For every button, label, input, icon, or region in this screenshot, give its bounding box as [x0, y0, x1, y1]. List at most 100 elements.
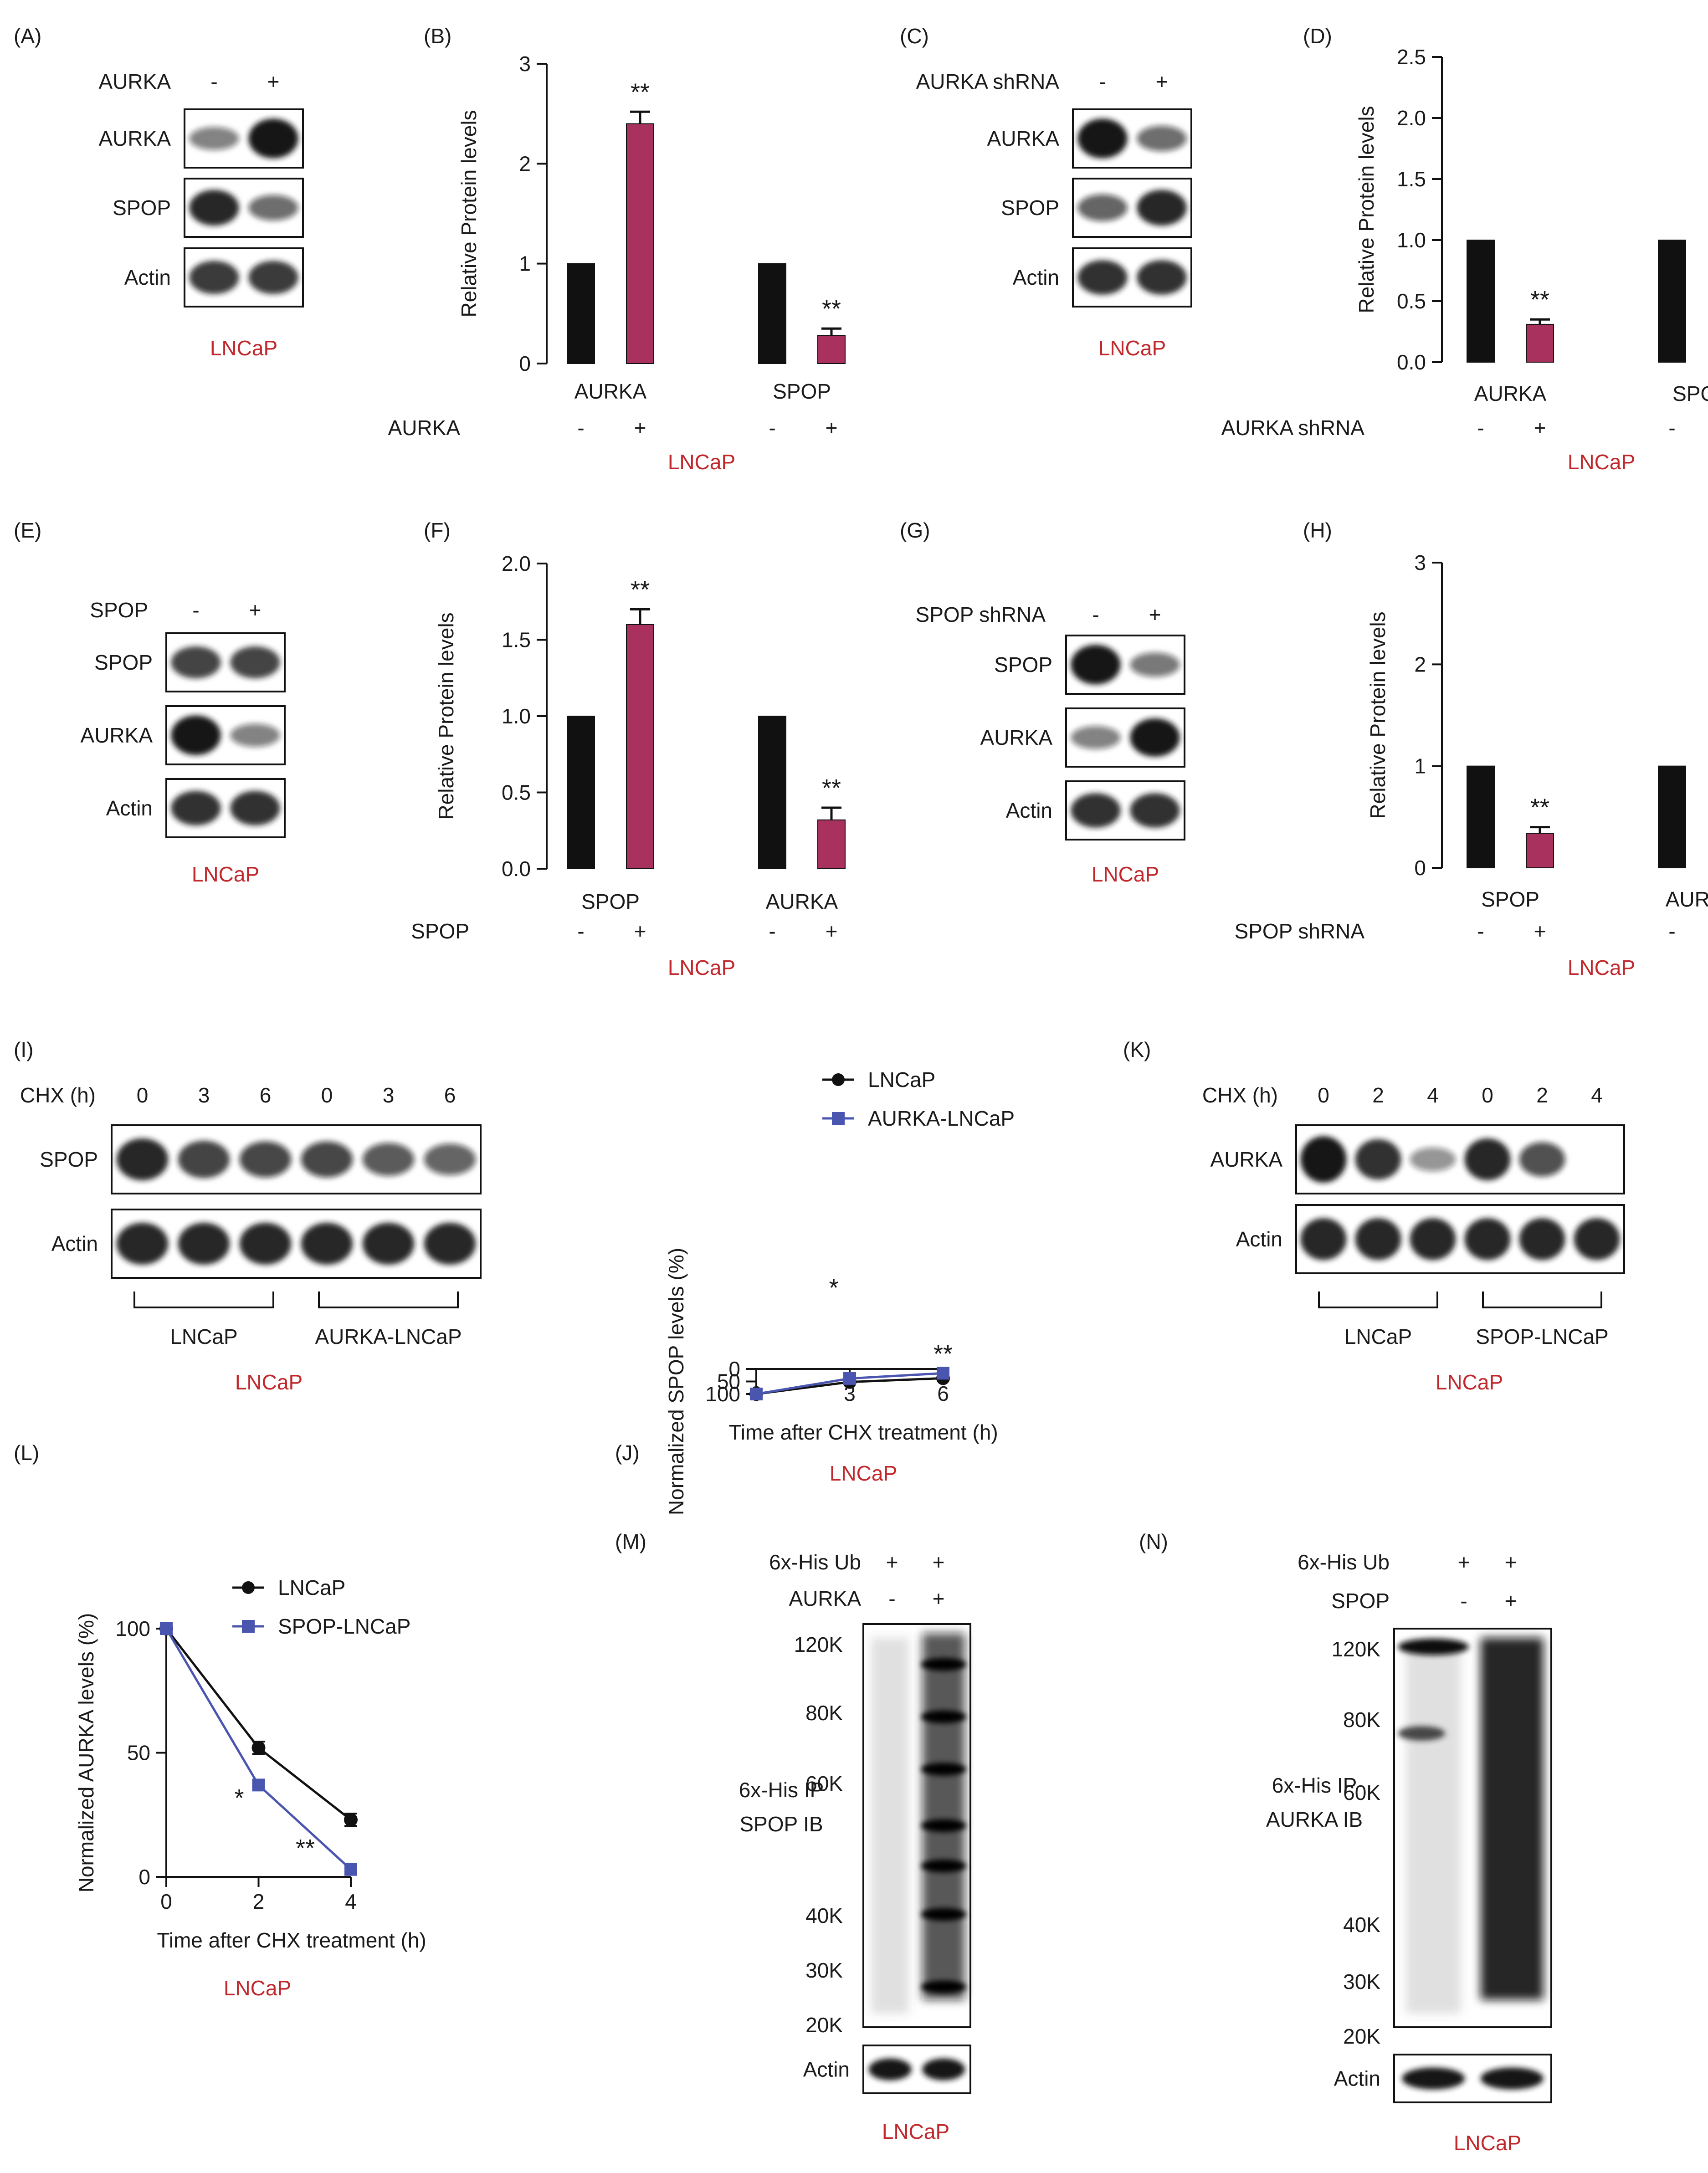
y-axis-label: Normalized SPOP levels (%) [664, 1248, 688, 1515]
significance-mark: ** [631, 78, 650, 106]
sign-label: - [577, 919, 584, 943]
treatment-label: AURKA [388, 416, 461, 440]
treatment-label: AURKA shRNA [916, 70, 1060, 93]
legend-marker [832, 1073, 845, 1086]
protein-band [1402, 2067, 1465, 2090]
lane-label: - [210, 70, 217, 93]
bar-control [567, 263, 595, 364]
bar-control [1658, 240, 1686, 363]
significance-mark: ** [631, 576, 650, 604]
blot-frame [111, 1209, 482, 1279]
treatment-label: 6x-His Ub [1298, 1550, 1390, 1574]
group-label: SPOP-LNCaP [1476, 1325, 1608, 1348]
lane-label: + [249, 598, 262, 622]
ub-smear-control [1405, 1642, 1461, 2014]
protein-band [1071, 793, 1121, 828]
protein-band [921, 1908, 966, 1921]
treatment-label: AURKA shRNA [1221, 416, 1365, 440]
legend-label: SPOP-LNCaP [278, 1614, 410, 1638]
ip-ib-label: AURKA IB [1266, 1808, 1363, 1831]
ub-smear-treated [922, 1633, 965, 2000]
group-label: LNCaP [170, 1325, 237, 1348]
protein-band [248, 195, 298, 221]
protein-band [424, 1143, 476, 1175]
panel-label: (H) [1303, 518, 1332, 542]
sign-label: + [886, 1550, 898, 1574]
error-bar [821, 327, 841, 336]
protein-band [1137, 125, 1187, 152]
mw-marker: 60K [805, 1772, 843, 1795]
protein-band [1077, 260, 1128, 295]
panel-label: (A) [14, 24, 41, 48]
group-label: AURKA-LNCaP [315, 1325, 462, 1348]
mw-marker: 30K [1343, 1970, 1380, 1994]
protein-band [921, 1860, 966, 1872]
band-label: SPOP [40, 1148, 98, 1171]
error-bar [630, 608, 650, 625]
y-tick-label: 100 [115, 1617, 150, 1640]
ub-panel-N: (N) 6x-His Ub + + SPOP - +6x-His IP AURKA IB 120… [1139, 1530, 1552, 2155]
panel-label: (G) [900, 518, 930, 542]
blot-panel-G: (G) SPOP shRNA - + SPOP AURKA Actin LNCaP [900, 518, 1185, 886]
significance-mark: * [829, 1274, 838, 1302]
y-tick-label: 3 [1414, 551, 1426, 574]
y-tick-label: 2.0 [1397, 106, 1426, 130]
protein-band [239, 1222, 292, 1265]
y-tick-label: 3 [519, 52, 531, 76]
protein-band [189, 261, 239, 294]
error-bar [1530, 826, 1550, 834]
sign-label: - [1477, 416, 1484, 440]
treatment-label: 6x-His Ub [769, 1550, 861, 1574]
blot-panel-E: (E) SPOP - + SPOP AURKA Actin LNCaP [14, 518, 286, 886]
y-tick-label: 0 [519, 352, 531, 375]
treatment-label: SPOP shRNA [916, 603, 1046, 626]
lane-label: 0 [1318, 1083, 1329, 1107]
band-label: SPOP [994, 653, 1052, 676]
band-label: Actin [1013, 266, 1059, 289]
cell-line-label: LNCaP [1092, 862, 1159, 886]
legend-marker [242, 1581, 255, 1594]
treatment-label: CHX (h) [1202, 1083, 1278, 1107]
category-label: SPOP [581, 890, 640, 913]
treatment-label: SPOP [90, 598, 148, 622]
y-tick-label: 100 [705, 1382, 740, 1406]
blot-panel-A: (A) AURKA - + AURKA SPOP Actin LNCaP [14, 24, 304, 360]
protein-band [1464, 1218, 1511, 1261]
protein-band [116, 1222, 169, 1265]
protein-band [921, 1980, 966, 1994]
significance-mark: ** [1530, 794, 1549, 821]
y-tick-label: 2 [1414, 652, 1426, 676]
lane-label: 4 [1591, 1083, 1603, 1107]
group-bracket [133, 1292, 274, 1308]
y-tick-label: 0.5 [502, 781, 531, 805]
mw-marker: 80K [1343, 1708, 1380, 1732]
protein-band [1300, 1218, 1347, 1261]
cell-line-label: LNCaP [1454, 2131, 1521, 2155]
band-label: Actin [1006, 799, 1052, 822]
blot-frame [1295, 1204, 1625, 1274]
group-bracket [318, 1292, 459, 1308]
sign-label: + [826, 919, 838, 943]
lane-label: + [267, 70, 280, 93]
y-tick-label: 1.5 [502, 628, 531, 652]
cell-line-label: LNCaP [1436, 1370, 1503, 1394]
sign-label: - [1668, 416, 1675, 440]
protein-band [362, 1143, 415, 1176]
y-axis-label: Relative Protein levels [434, 612, 458, 820]
protein-band [1574, 1218, 1620, 1261]
cell-line-label: LNCaP [224, 1976, 291, 2000]
sign-label: - [769, 416, 775, 440]
protein-band [921, 1763, 966, 1776]
sign-label: + [634, 416, 646, 440]
data-point [251, 1741, 266, 1755]
band-label: AURKA [99, 127, 171, 150]
y-axis-label: Relative Protein levels [457, 110, 481, 317]
category-label: SPOP [1481, 887, 1539, 911]
bar-chart-D: (D) 0.0 0.5 1.0 1.5 2.0 2.5 Relative Protein le… [1221, 24, 1708, 474]
bar-control [1467, 240, 1495, 363]
significance-mark: ** [822, 295, 841, 323]
protein-band [922, 2058, 965, 2081]
treatment-label: AURKA [789, 1587, 862, 1610]
treatment-label: SPOP shRNA [1235, 919, 1365, 943]
